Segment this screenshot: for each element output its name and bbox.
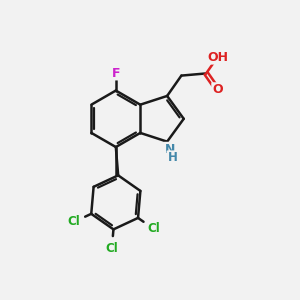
Text: Cl: Cl bbox=[147, 222, 160, 236]
Text: F: F bbox=[112, 67, 120, 80]
Text: H: H bbox=[167, 151, 177, 164]
Text: OH: OH bbox=[207, 51, 228, 64]
Text: O: O bbox=[212, 83, 223, 96]
Text: Cl: Cl bbox=[105, 242, 118, 255]
Text: N: N bbox=[164, 143, 175, 156]
Text: Cl: Cl bbox=[68, 215, 80, 228]
